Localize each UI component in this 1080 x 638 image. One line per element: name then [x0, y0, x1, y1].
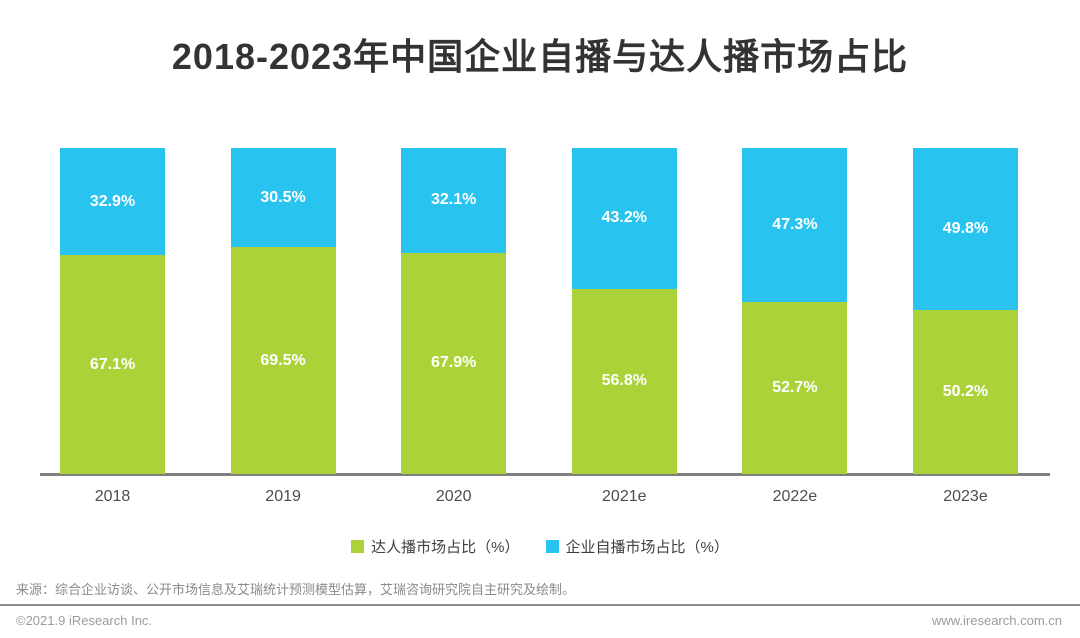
legend-item: 企业自播市场占比（%）	[545, 536, 729, 557]
stacked-bar: 47.3% 52.7%	[742, 148, 848, 474]
source-note: 来源：综合企业访谈、公开市场信息及艾瑞统计预测模型估算，艾瑞咨询研究院自主研究及…	[16, 582, 576, 597]
copyright-text: ©2021.9 iResearch Inc.	[16, 613, 153, 628]
x-axis-label: 2023e	[943, 488, 988, 505]
bar-value-label: 50.2%	[942, 383, 989, 401]
x-axis-label: 2018	[94, 488, 131, 505]
bar-value-label: 69.5%	[260, 351, 306, 369]
website-link[interactable]: www.iresearch.com.cn	[931, 613, 1062, 628]
bar-segment: 50.2%	[912, 310, 1018, 474]
bar-value-label: 67.1%	[89, 355, 136, 373]
x-axis-label: 2022e	[772, 488, 818, 505]
bar-value-label: 56.8%	[601, 372, 647, 390]
legend-swatch-icon	[545, 540, 559, 553]
bar-value-label: 43.2%	[601, 209, 647, 227]
footer-divider	[0, 604, 1080, 606]
stacked-bar: 30.5% 69.5%	[230, 148, 336, 474]
bar-segment: 52.7%	[742, 302, 848, 474]
bar-segment: 69.5%	[230, 247, 336, 474]
bar-segment: 56.8%	[571, 288, 677, 474]
bar-column-2019: 30.5% 69.5% 2019	[230, 148, 336, 505]
bar-segment: 30.5%	[230, 148, 336, 248]
x-axis-label: 2021e	[602, 488, 647, 505]
bar-value-label: 32.9%	[89, 192, 136, 210]
legend-item: 达人播市场占比（%）	[351, 536, 520, 557]
bar-value-label: 49.8%	[942, 220, 989, 238]
bar-value-label: 67.9%	[431, 354, 477, 372]
bar-value-label: 47.3%	[772, 216, 818, 234]
stacked-bar: 32.1% 67.9%	[401, 148, 507, 474]
chart-title: 2018-2023年中国企业自播与达人播市场占比	[171, 36, 909, 77]
bar-column-2018: 32.9% 67.1% 2018	[60, 148, 165, 505]
bar-segment: 43.2%	[571, 148, 677, 289]
bar-segment: 67.1%	[60, 255, 165, 474]
bar-segment: 49.8%	[912, 148, 1018, 311]
bar-segment: 32.9%	[60, 148, 165, 256]
bar-segment: 32.1%	[401, 148, 507, 253]
bar-column-2021e: 43.2% 56.8% 2021e	[571, 148, 677, 505]
bar-value-label: 52.7%	[772, 379, 818, 397]
bar-column-2023e: 49.8% 50.2% 2023e	[912, 148, 1018, 505]
bar-value-label: 30.5%	[260, 188, 306, 206]
legend-swatch-icon	[351, 540, 365, 553]
x-axis-label: 2020	[435, 488, 472, 505]
x-axis-label: 2019	[265, 488, 301, 505]
bar-segment: 47.3%	[742, 148, 848, 303]
bar-column-2022e: 47.3% 52.7% 2022e	[742, 148, 848, 505]
legend-label: 达人播市场占比（%）	[371, 539, 520, 556]
bar-column-2020: 32.1% 67.9% 2020	[401, 148, 507, 505]
legend-label: 企业自播市场占比（%）	[565, 539, 729, 556]
x-axis-line	[40, 473, 1050, 476]
bar-segment: 67.9%	[401, 252, 507, 474]
bar-chart-plot-area: 32.9% 67.1% 2018 30.5% 69.5% 2019 32.1% 67.9% 20…	[60, 148, 1018, 505]
stacked-bar: 32.9% 67.1%	[60, 148, 165, 474]
stacked-bar: 49.8% 50.2%	[912, 148, 1018, 474]
stacked-bar: 43.2% 56.8%	[571, 148, 677, 474]
chart-legend: 达人播市场占比（%） 企业自播市场占比（%）	[0, 536, 1080, 557]
bar-value-label: 32.1%	[431, 191, 477, 209]
